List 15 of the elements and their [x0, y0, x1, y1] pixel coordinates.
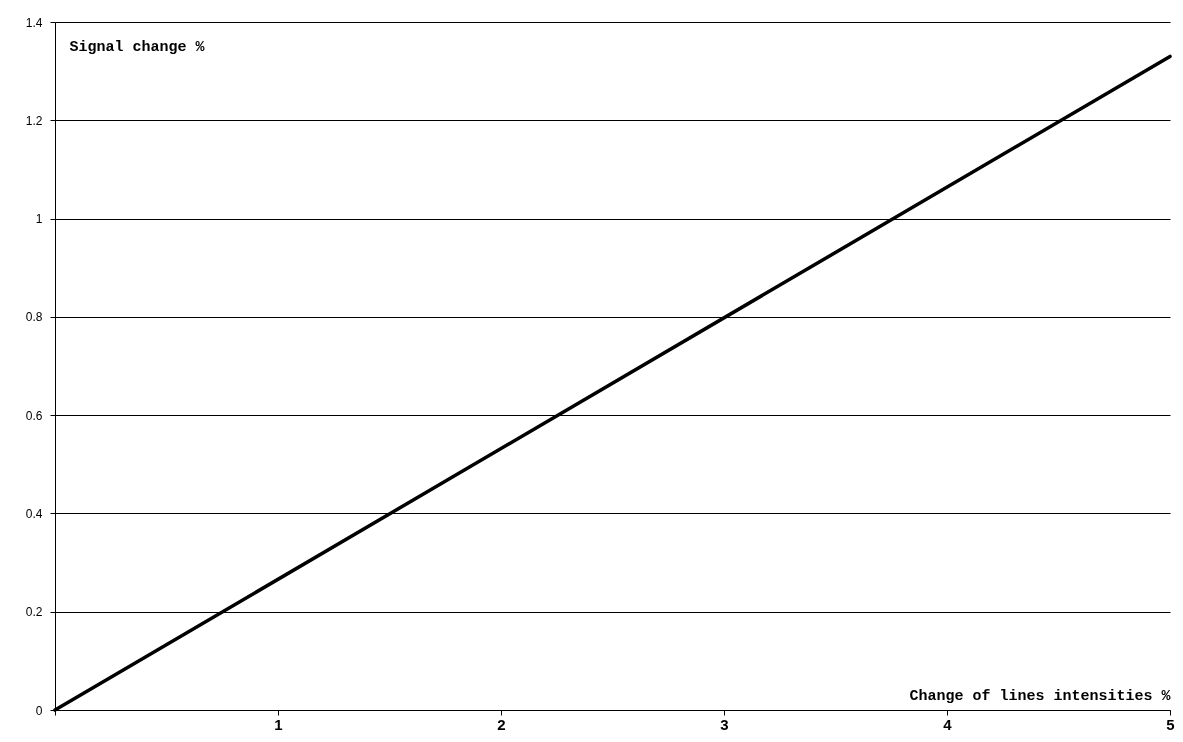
y-tick-label: 0.6 — [25, 408, 43, 423]
y-tick-label: 1 — [35, 212, 43, 227]
y-axis-title: Signal change % — [69, 38, 206, 56]
x-tick-label: 4 — [943, 715, 953, 733]
y-tick-label: 0.8 — [25, 310, 43, 325]
x-tick-label: 5 — [1166, 715, 1175, 733]
x-axis-title: Change of lines intensities % — [909, 687, 1172, 705]
y-tick-label: 1.2 — [25, 113, 43, 128]
y-tick-label: 0.2 — [25, 605, 43, 620]
y-tick-label: 0.4 — [25, 506, 43, 521]
x-tick-label: 3 — [720, 715, 729, 733]
y-tick-label: 0 — [35, 703, 43, 718]
x-tick-label: 1 — [274, 715, 283, 733]
y-tick-label: 1.4 — [25, 15, 43, 30]
x-tick-label: 2 — [497, 715, 506, 733]
